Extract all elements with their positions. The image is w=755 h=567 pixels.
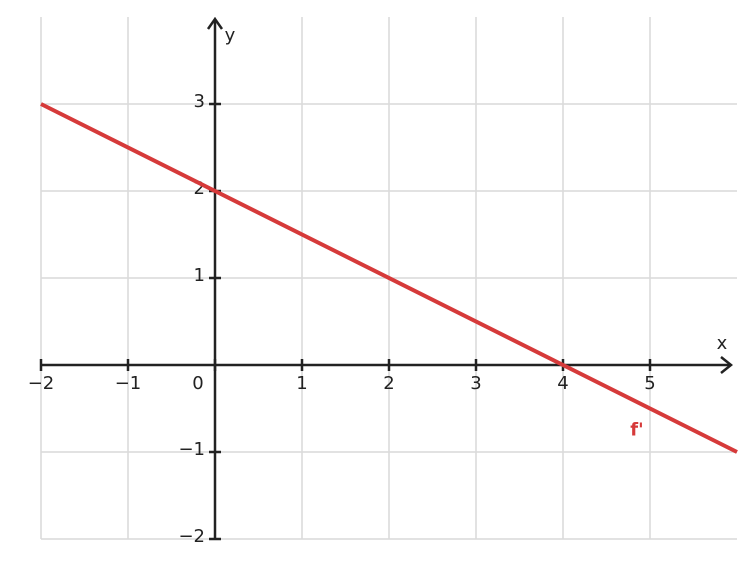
x-tick-label: 5: [644, 373, 655, 394]
y-axis-arrow: [206, 16, 224, 30]
x-tick-label: 2: [383, 373, 394, 394]
y-tick-label: 2: [194, 178, 205, 199]
y-tick-label: −2: [178, 526, 205, 547]
x-tick-label: −2: [28, 373, 55, 394]
x-tick-label: 0: [192, 373, 203, 394]
y-axis-label: y: [225, 25, 236, 46]
line-series: [40, 102, 738, 454]
y-tick-label: 3: [194, 91, 205, 112]
x-tick-label: −1: [115, 373, 142, 394]
series-label: f': [630, 419, 643, 440]
x-tick-label: 3: [470, 373, 481, 394]
x-tick-label: 4: [557, 373, 568, 394]
x-tick-label: 1: [296, 373, 307, 394]
y-tick-label: −1: [178, 439, 205, 460]
x-axis-arrow: [720, 356, 734, 374]
y-tick-label: 1: [194, 265, 205, 286]
x-axis-label: x: [717, 333, 728, 354]
